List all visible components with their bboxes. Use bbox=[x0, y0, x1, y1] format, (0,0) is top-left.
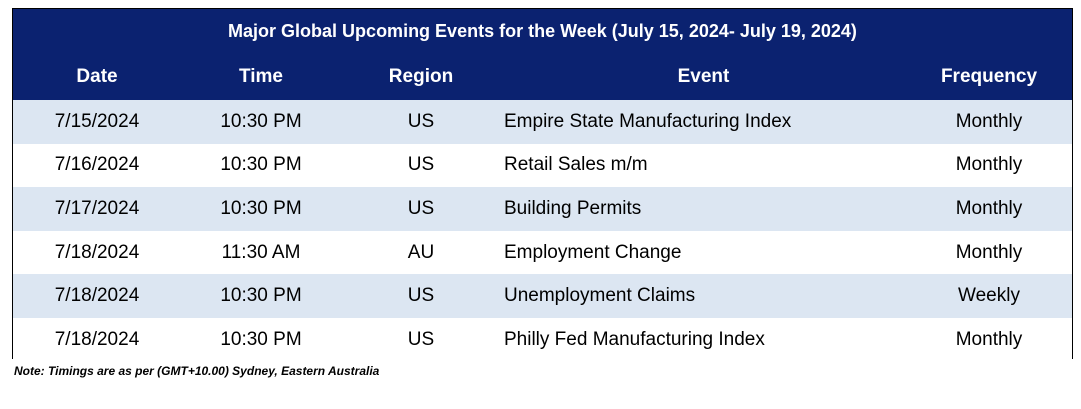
table-cell: US bbox=[407, 328, 435, 350]
table-row: 7/18/2024 10:30 PM US Philly Fed Manufactur… bbox=[13, 318, 1072, 362]
table-cell: 7/18/2024 bbox=[54, 328, 140, 350]
column-header: Event bbox=[677, 66, 730, 87]
table-cell: Retail Sales m/m bbox=[504, 154, 648, 176]
table-cell: US bbox=[407, 110, 435, 132]
table-title: Major Global Upcoming Events for the Wee… bbox=[13, 9, 1072, 54]
table-cell: 10:30 PM bbox=[220, 328, 302, 350]
table-cell: 10:30 PM bbox=[220, 285, 302, 307]
events-table: Major Global Upcoming Events for the Wee… bbox=[12, 8, 1073, 362]
table-cell: Monthly bbox=[955, 110, 1023, 132]
column-header: Region bbox=[388, 66, 454, 87]
column-header: Frequency bbox=[940, 66, 1038, 87]
table-cell: 7/17/2024 bbox=[54, 197, 140, 219]
table-cell: 10:30 PM bbox=[220, 110, 302, 132]
table-cell: 7/18/2024 bbox=[54, 241, 140, 263]
header-row: Date Time Region Event Frequency bbox=[13, 54, 1072, 100]
table-cell: 7/15/2024 bbox=[54, 110, 140, 132]
table-cell: US bbox=[407, 285, 435, 307]
table-row: 7/17/2024 10:30 PM US Building Permits Month… bbox=[13, 187, 1072, 231]
table-cell: Weekly bbox=[958, 285, 1020, 307]
table-cell: US bbox=[407, 197, 435, 219]
table-cell: Monthly bbox=[955, 154, 1023, 176]
note: Note: Timings are as per (GMT+10.00) Syd… bbox=[14, 364, 380, 378]
table-cell: Unemployment Claims bbox=[504, 285, 696, 307]
table-row: 7/15/2024 10:30 PM US Empire State Manufact… bbox=[13, 100, 1072, 144]
table-cell: Empire State Manufacturing Index bbox=[504, 110, 792, 132]
table-cell: 10:30 PM bbox=[220, 197, 302, 219]
table-cell: Building Permits bbox=[504, 197, 642, 219]
table-cell: 7/18/2024 bbox=[54, 285, 140, 307]
table-cell: 10:30 PM bbox=[220, 154, 302, 176]
table-cell: Monthly bbox=[955, 328, 1023, 350]
column-header: Date bbox=[76, 66, 118, 87]
table-row: 7/16/2024 10:30 PM US Retail Sales m/m Month… bbox=[13, 143, 1072, 188]
table-cell: AU bbox=[407, 241, 435, 263]
table-cell: 7/16/2024 bbox=[54, 154, 140, 176]
table-cell: Philly Fed Manufacturing Index bbox=[504, 328, 765, 350]
column-header: Time bbox=[238, 66, 283, 87]
table-cell: US bbox=[407, 154, 435, 176]
table-cell: 11:30 AM bbox=[221, 241, 301, 263]
table-cell: Employment Change bbox=[504, 241, 682, 263]
table-cell: Monthly bbox=[955, 197, 1023, 219]
table-cell: Monthly bbox=[955, 241, 1023, 263]
table-row: 7/18/2024 11:30 AM AU Employment Change Mont… bbox=[13, 230, 1072, 275]
table-row: 7/18/2024 10:30 PM US Unemployment Claims We… bbox=[13, 274, 1072, 318]
